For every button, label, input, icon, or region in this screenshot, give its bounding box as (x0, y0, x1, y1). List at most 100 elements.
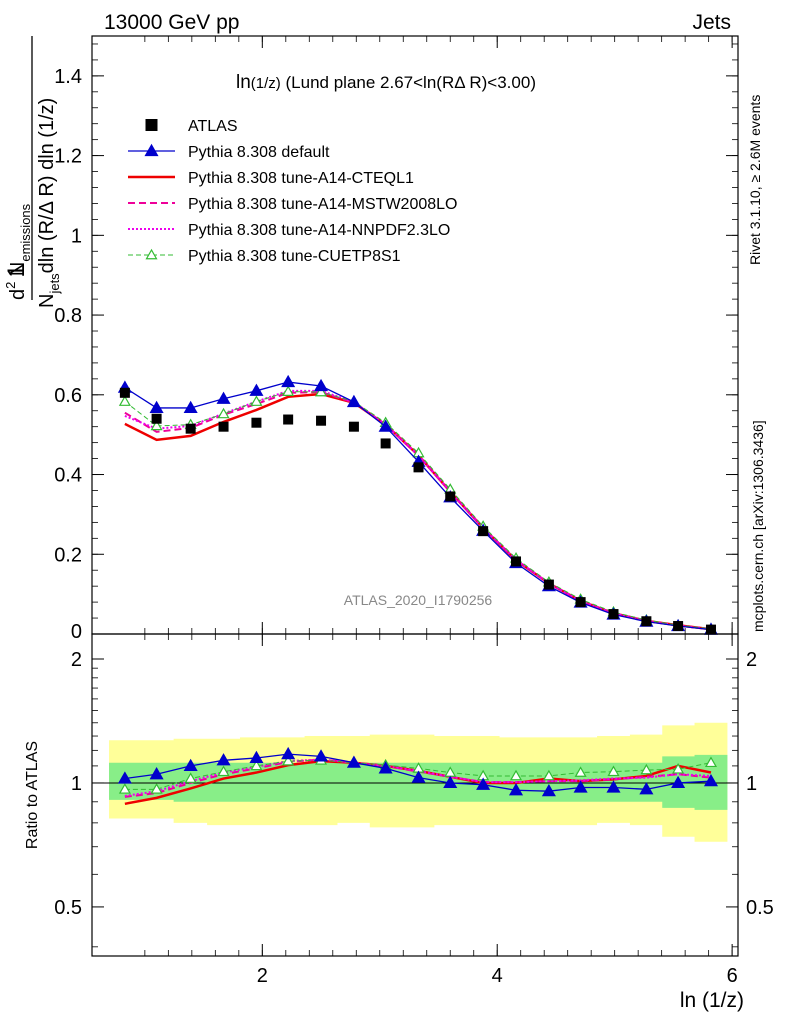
atlas-data-point (608, 609, 619, 620)
ylabel-dln: dln (R/Δ R) dln (1/z) (36, 98, 58, 274)
ratio-ytick-label-right: 1 (746, 773, 757, 795)
atlas-data-point (543, 579, 554, 590)
ratio-ytick-label-right: 2 (746, 649, 757, 671)
ratio-series-marker (542, 769, 555, 781)
ratio-series-marker (314, 749, 329, 762)
main-data-points (119, 387, 716, 635)
legend-marker (145, 248, 158, 260)
ratio-series (117, 746, 719, 806)
ratio-series-marker (476, 777, 491, 790)
main-ytick-label: 0.6 (54, 385, 82, 407)
ylabel-numerator: d2 Nemissions (3, 203, 33, 300)
main-series-marker (150, 419, 163, 431)
ratio-series-marker (249, 750, 264, 764)
ratio-series-marker (607, 765, 620, 777)
main-panel: 0 0.2 0.4 0.6 0.8 1 1.2 1.4 ln(1/z) (Lund plane… (54, 35, 739, 643)
ratio-xtick-label: 4 (492, 965, 503, 987)
ylabel-one: 1 (3, 264, 30, 277)
header-jets: Jets (692, 11, 731, 34)
main-series-marker (183, 400, 198, 414)
ratio-series-marker (183, 758, 198, 772)
ratio-series-marker (704, 756, 718, 768)
ratio-series-marker (508, 783, 524, 796)
ratio-series-marker (574, 766, 587, 777)
ratio-series-marker (443, 775, 458, 789)
ratio-series-marker (672, 762, 685, 774)
main-ytick-label: 1.2 (54, 146, 82, 168)
ratio-xtick-label: 6 (727, 965, 738, 987)
ratio-series-marker (573, 780, 588, 793)
ratio-ticks: 0.5 0.5 1 1 2 2 2 4 6 (54, 634, 774, 987)
legend-label-atlas: ATLAS (188, 118, 238, 135)
main-series-marker (250, 395, 263, 406)
ylabel-jets: jets (47, 273, 62, 295)
ratio-series-marker (282, 754, 295, 766)
x-axis-label: ln (1/z) (680, 989, 744, 1012)
main-series-marker (315, 385, 328, 397)
atlas-data-point (575, 597, 586, 608)
ylabel-n: N (36, 294, 58, 308)
main-series-marker (118, 395, 131, 406)
ratio-series-marker (378, 761, 393, 774)
title-rest: (Lund plane 2.67<ln(RΔ R)<3.00) (281, 73, 536, 92)
main-ytick-label: 0.4 (54, 465, 82, 487)
atlas-data-point (251, 417, 262, 428)
ylabel-emissions: emissions (18, 203, 33, 261)
ratio-series-marker (217, 765, 230, 777)
main-ticks: 0 0.2 0.4 0.6 0.8 1 1.2 1.4 (54, 36, 738, 643)
atlas-data-point (185, 423, 196, 434)
header-energy: 13000 GeV pp (104, 11, 239, 34)
main-series-marker (249, 383, 264, 396)
ratio-series-marker (640, 763, 653, 775)
main-ytick-label: 1 (71, 225, 82, 247)
ratio-series-marker (216, 753, 231, 766)
legend-atlas-marker (145, 119, 158, 131)
atlas-data-point (283, 414, 294, 425)
atlas-data-point (705, 624, 716, 635)
ratio-ytick-label: 2 (71, 649, 82, 671)
ratio-series-marker (117, 771, 132, 784)
legend-label: Pythia 8.308 tune-A14-MSTW2008LO (188, 196, 457, 213)
atlas-data-point (445, 491, 456, 502)
main-series-marker (216, 391, 231, 404)
main-ylabel: 1 d2 Nemissions Njetsdln (R/Δ R) dln (1/… (3, 36, 62, 308)
ratio-series-marker (118, 783, 131, 794)
atlas-data-point (316, 415, 327, 426)
ratio-ytick-label: 0.5 (54, 897, 82, 919)
main-series-marker (282, 385, 295, 396)
atlas-data-point (348, 421, 359, 432)
main-ytick-label: 1.4 (54, 66, 82, 88)
legend-label: Pythia 8.308 default (188, 144, 330, 161)
ratio-series-marker (184, 772, 197, 783)
ratio-xtick-label: 2 (257, 965, 268, 987)
legend-label: Pythia 8.308 tune-A14-NNPDF2.3LO (188, 222, 450, 239)
main-series-marker (314, 378, 329, 392)
legend-marker (144, 143, 159, 157)
atlas-data-point (151, 413, 162, 424)
ratio-series-marker (411, 770, 426, 783)
mcplots-credit: mcplots.cern.ch [arXiv:1306.3436] (750, 420, 766, 632)
ratio-series-marker (346, 755, 361, 768)
atlas-data-point (673, 621, 684, 632)
main-series-marker (346, 394, 361, 408)
ylabel-d2: d (7, 289, 29, 300)
main-series-marker (281, 374, 296, 388)
main-series-marker (378, 419, 393, 432)
ratio-frame (91, 633, 739, 957)
ratio-series-marker (250, 759, 263, 771)
rivet-credit: Rivet 3.1.10, ≥ 2.6M events (747, 95, 763, 265)
atlas-data-point (380, 438, 391, 449)
main-series-marker (149, 400, 164, 414)
ratio-series-marker (150, 783, 163, 794)
ratio-series-marker (703, 773, 719, 787)
ratio-series-marker (639, 782, 654, 795)
ratio-ytick-label-right: 0.5 (746, 897, 774, 919)
ratio-series-marker (149, 767, 164, 780)
main-title: ln(1/z) (Lund plane 2.67<ln(RΔ R)<3.00) (236, 72, 536, 93)
ylabel-two: 2 (3, 282, 18, 289)
atlas-data-point (119, 387, 130, 398)
ratio-series-marker (509, 769, 523, 781)
ratio-ytick-label: 1 (71, 773, 82, 795)
ratio-series-marker (281, 746, 296, 760)
